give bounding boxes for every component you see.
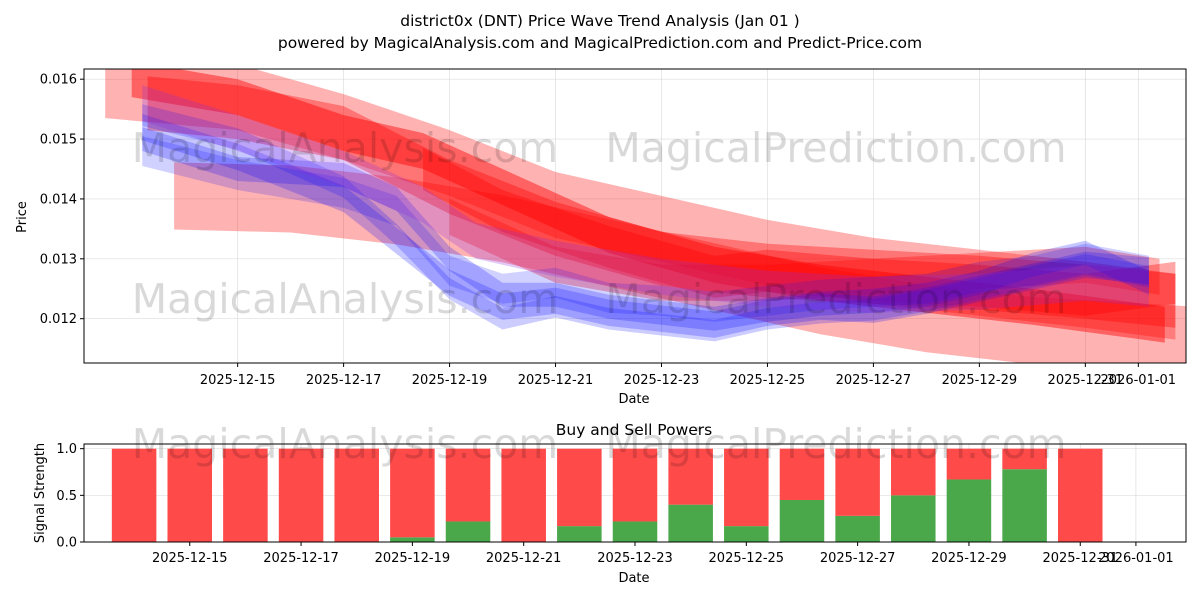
buy-bar xyxy=(835,515,880,542)
price-bands xyxy=(105,69,1186,363)
price-x-tick-label: 2025-12-27 xyxy=(836,373,912,388)
sell-bar xyxy=(724,448,769,527)
red-band-5 xyxy=(423,148,1176,316)
sell-bar xyxy=(668,448,713,505)
buy-bar xyxy=(557,526,602,542)
red-band-4 xyxy=(131,69,1165,343)
sell-bar xyxy=(1002,448,1047,470)
price-chart: MagicalAnalysis.com MagicalPrediction.co… xyxy=(15,68,1187,407)
sell-bar xyxy=(891,448,936,496)
price-y-tick-label: 0.014 xyxy=(40,192,77,207)
signal-bars xyxy=(111,448,1103,542)
signal-x-tick-label: 2025-12-31 xyxy=(1042,551,1118,566)
red-band-3 xyxy=(147,76,1176,328)
price-x-tick-label: 2025-12-19 xyxy=(412,373,488,388)
signal-x-tick-label: 2025-12-15 xyxy=(152,551,228,566)
signal-x-tick-label: 2025-12-17 xyxy=(263,551,339,566)
price-chart-border xyxy=(83,68,1187,364)
price-grid xyxy=(84,69,1186,363)
red-band-6 xyxy=(449,198,1160,301)
sell-bar xyxy=(779,448,825,500)
signal-chart-title: Buy and Sell Powers xyxy=(556,421,713,439)
buy-bar xyxy=(724,526,769,542)
title-line-2: powered by MagicalAnalysis.com and Magic… xyxy=(278,34,922,52)
buy-bar xyxy=(612,521,658,542)
price-x-tick-label: 2025-12-25 xyxy=(730,373,806,388)
buy-bar xyxy=(779,500,825,542)
signal-x-tick-label: 2025-12-21 xyxy=(486,551,562,566)
price-y-tick-label: 0.013 xyxy=(40,252,77,267)
sell-bar xyxy=(390,448,435,538)
price-x-tick-label: 2025-12-17 xyxy=(306,373,382,388)
sell-bar xyxy=(278,448,324,542)
watermark-text: MagicalPrediction.com xyxy=(605,275,1066,323)
buy-bar xyxy=(946,479,992,542)
watermark-text: MagicalPrediction.com xyxy=(605,124,1066,172)
price-x-tick-label: 2025-12-31 xyxy=(1048,373,1124,388)
sell-bar xyxy=(167,448,213,542)
buy-bar xyxy=(668,504,713,542)
red-band-2 xyxy=(174,162,1186,363)
signal-axes: 0.0 0.5 1.0 2025-12-15 2025-12-17 2025-12-19 2… xyxy=(56,442,1173,566)
signal-y-tick-label: 0.5 xyxy=(56,489,77,504)
signal-x-tick-label: 2025-12-29 xyxy=(931,551,1007,566)
price-watermarks: MagicalAnalysis.com MagicalPrediction.co… xyxy=(132,124,1067,323)
title-line-1: district0x (DNT) Price Wave Trend Analys… xyxy=(400,12,799,30)
price-axes: 0.012 0.013 0.014 0.015 0.016 2025-12-15 2025-… xyxy=(40,73,1176,388)
price-x-tick-label: 2025-12-21 xyxy=(518,373,594,388)
buy-bar xyxy=(1002,469,1047,542)
sell-bar xyxy=(835,448,880,516)
sell-bar xyxy=(612,448,658,522)
watermark-text: MagicalAnalysis.com xyxy=(132,124,559,172)
signal-x-tick-label: 2026-01-01 xyxy=(1098,551,1174,566)
price-y-tick-label: 0.015 xyxy=(40,133,77,148)
signal-chart: Buy and Sell Powers MagicalAnalysis.com … xyxy=(33,420,1187,586)
signal-y-axis-label: Signal Strength xyxy=(33,443,48,543)
buy-bar xyxy=(445,521,491,542)
sell-bar xyxy=(1057,448,1103,542)
price-x-tick-label: 2025-12-23 xyxy=(624,373,700,388)
signal-x-tick-label: 2025-12-27 xyxy=(820,551,896,566)
price-band-group xyxy=(105,69,1186,363)
price-y-tick-label: 0.012 xyxy=(40,312,77,327)
sell-bar xyxy=(223,448,268,542)
price-y-axis-label: Price xyxy=(15,201,30,233)
signal-y-tick-label: 1.0 xyxy=(56,442,77,457)
red-band-1 xyxy=(105,69,1176,340)
signal-x-axis-label: Date xyxy=(618,571,649,586)
price-chart-frame xyxy=(84,69,1186,363)
sell-bar xyxy=(501,448,546,542)
sell-bar xyxy=(445,448,491,522)
price-x-tick-label: 2025-12-15 xyxy=(200,373,276,388)
signal-x-tick-label: 2025-12-19 xyxy=(375,551,451,566)
sell-bar xyxy=(946,448,992,480)
signal-x-tick-label: 2025-12-23 xyxy=(597,551,673,566)
price-x-tick-label: 2025-12-29 xyxy=(942,373,1018,388)
watermark-text: MagicalAnalysis.com xyxy=(132,275,559,323)
price-y-tick-label: 0.016 xyxy=(40,73,77,88)
sell-bar xyxy=(557,448,602,527)
signal-y-tick-label: 0.0 xyxy=(56,536,77,551)
buy-bar xyxy=(390,537,435,542)
price-x-tick-label: 2026-01-01 xyxy=(1101,373,1177,388)
purple-band xyxy=(142,85,1149,313)
buy-bar xyxy=(891,495,936,542)
sell-bar xyxy=(111,448,157,542)
price-x-axis-label: Date xyxy=(618,392,649,407)
sell-bar xyxy=(334,448,379,542)
signal-x-tick-label: 2025-12-25 xyxy=(709,551,785,566)
